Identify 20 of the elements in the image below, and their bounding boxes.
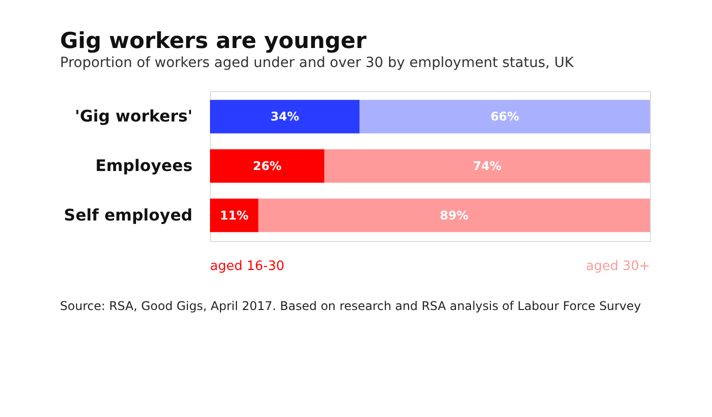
bar (210, 198, 258, 232)
data-label: 74% (472, 159, 502, 173)
data-label: 11% (220, 208, 249, 222)
data-label: 26% (252, 159, 282, 173)
y-tick-label: Self employed (64, 205, 192, 224)
y-tick-label: 'Gig workers' (74, 106, 192, 126)
y-tick-label: Employees (95, 156, 192, 175)
bar (360, 100, 650, 134)
data-label: 66% (490, 110, 520, 124)
source-note: Source: RSA, Good Gigs, April 2017. Based on research and RSA analysis of Labour Force Survey (60, 299, 641, 313)
bar (210, 100, 360, 134)
bar (210, 149, 324, 183)
bar (324, 149, 650, 183)
data-label: 34% (270, 110, 300, 124)
chart-title: Gig workers are younger (60, 29, 367, 54)
bar (258, 198, 650, 232)
data-label: 89% (440, 208, 469, 222)
text: aged 30+ (586, 259, 650, 274)
chart-subtitle: Proportion of workers aged under and over 30 by employment status, UK (60, 55, 574, 71)
text: aged 16-30 (210, 259, 284, 274)
